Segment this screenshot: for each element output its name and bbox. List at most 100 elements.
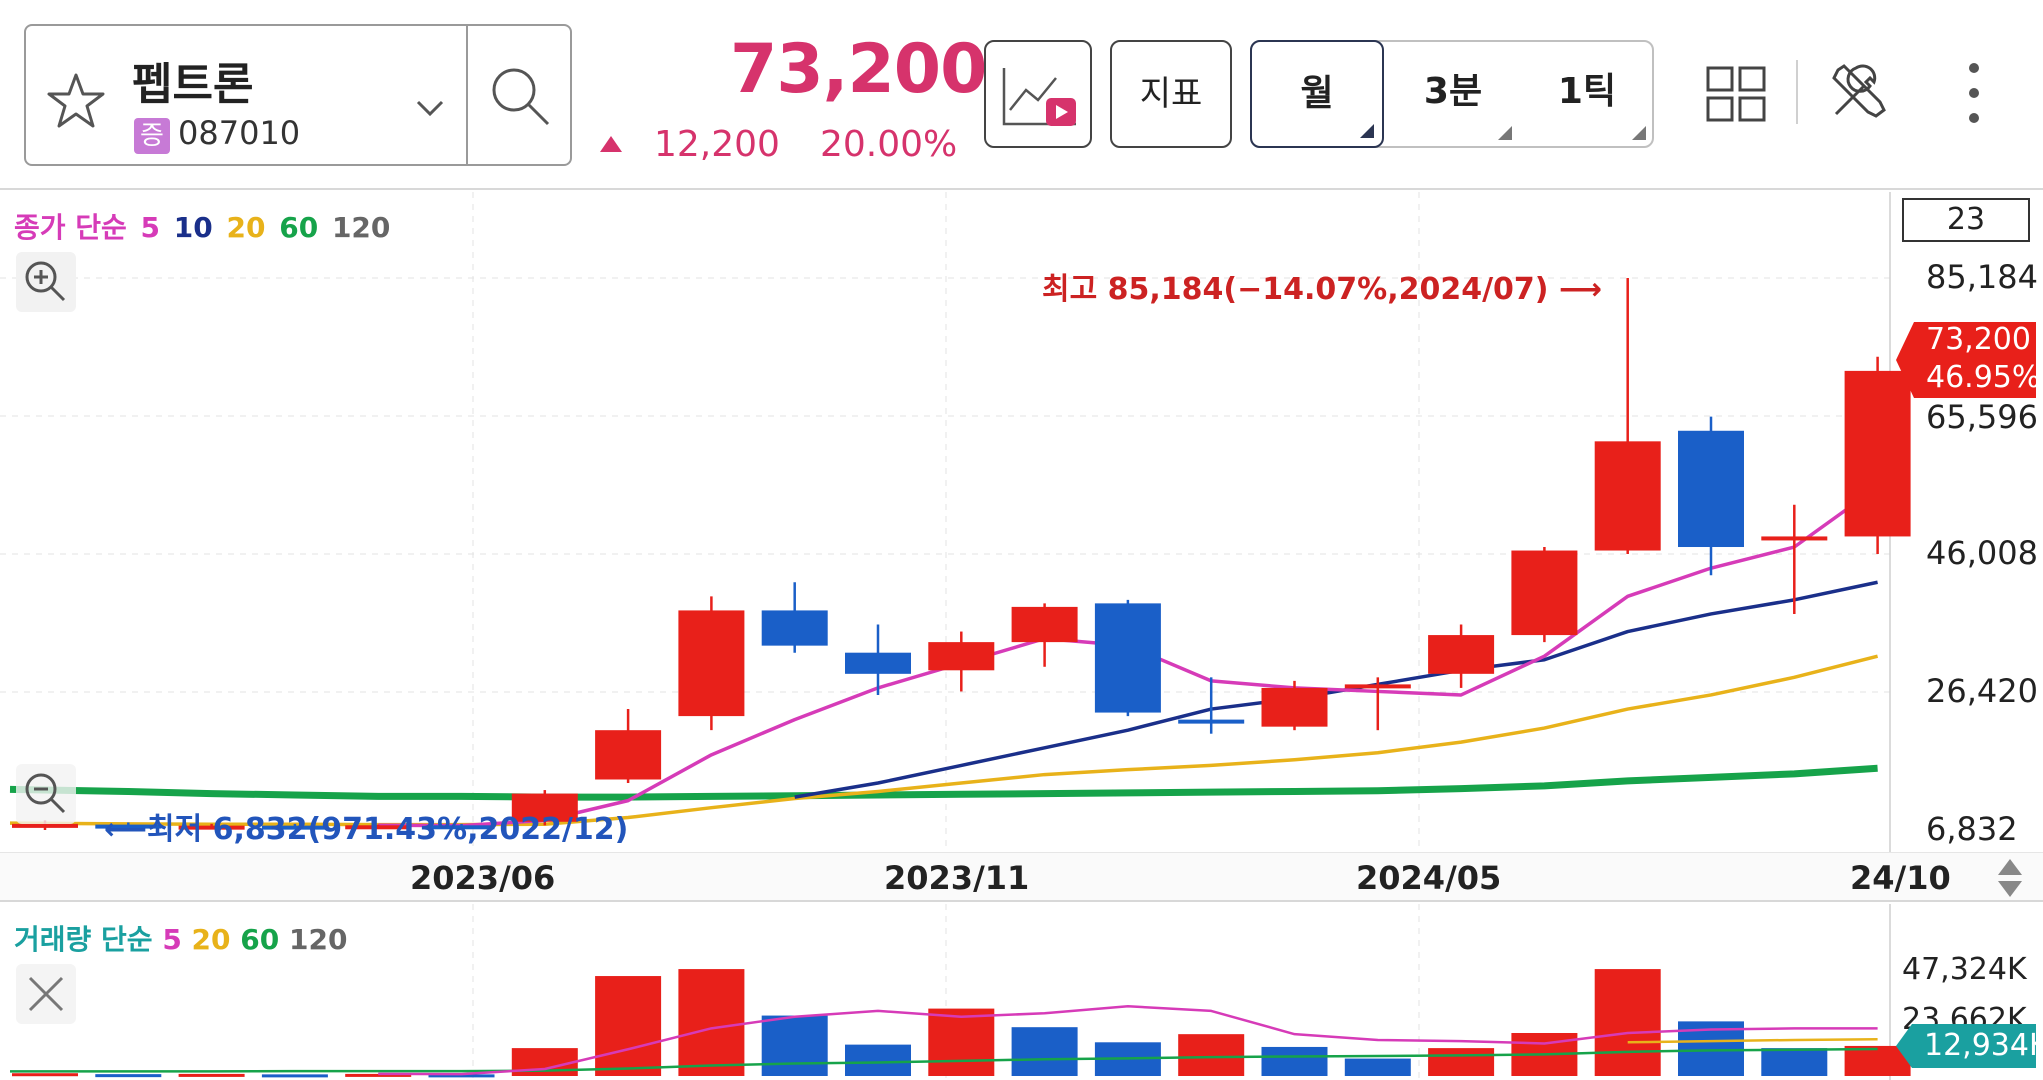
volume-bar xyxy=(928,1008,995,1076)
layout-grid-icon[interactable] xyxy=(1706,66,1766,122)
current-price-tag: 73,200 46.95% xyxy=(1896,322,2040,398)
stock-selector[interactable]: 펩트론 증 087010 xyxy=(24,24,572,166)
x-tick-label: 2024/05 xyxy=(1356,859,1502,897)
zoom-in-button[interactable] xyxy=(16,252,76,312)
market-badge: 증 xyxy=(134,118,170,154)
ma60-line xyxy=(9,764,1878,801)
volume-bar xyxy=(1594,969,1661,1076)
candle-body xyxy=(1178,719,1245,724)
candle-body xyxy=(1261,687,1328,727)
candle-body xyxy=(1761,536,1828,541)
current-price-tag-value: 73,200 xyxy=(1926,322,2031,357)
price-change-pct: 20.00% xyxy=(820,124,958,165)
period-1tick[interactable]: 1틱 xyxy=(1520,40,1654,148)
zoom-in-icon xyxy=(25,261,66,302)
y-tick-label: 65,596 xyxy=(1926,398,2038,436)
volume-bar xyxy=(178,1073,245,1077)
legend-ma20: 20 xyxy=(226,211,266,244)
zoom-out-icon xyxy=(25,773,66,814)
up-arrow-icon xyxy=(600,136,622,152)
legend-title: 종가 단순 xyxy=(14,211,127,244)
candle-body xyxy=(928,642,995,671)
stock-code: 087010 xyxy=(178,114,301,152)
candle-body xyxy=(1844,370,1911,537)
candle-body xyxy=(678,610,745,717)
candle-body xyxy=(428,825,495,830)
price-chart[interactable]: 종가 단순 5 10 20 60 120 23 85,184 65,596 46… xyxy=(0,192,2043,852)
volume-legend: 거래량 단순 5 20 60 120 xyxy=(14,918,347,958)
stock-name: 펩트론 xyxy=(132,59,254,110)
candle-body xyxy=(845,652,911,674)
y-tick-label: 46,008 xyxy=(1926,534,2038,572)
candle-body xyxy=(178,825,245,830)
volume-bar xyxy=(12,1073,78,1077)
x-tick-label: 2023/11 xyxy=(884,859,1030,897)
chart-type-button[interactable] xyxy=(984,40,1092,148)
current-price: 73,200 xyxy=(730,30,987,109)
ma-legend: 종가 단순 5 10 20 60 120 xyxy=(14,206,394,246)
y-tick-label: 85,184 xyxy=(1926,258,2038,296)
candle-count[interactable]: 23 xyxy=(1902,198,2030,242)
period-label: 월 xyxy=(1300,73,1334,114)
tools-icon[interactable] xyxy=(1826,60,1890,124)
star-icon[interactable] xyxy=(46,71,106,131)
toolbar-divider xyxy=(1796,60,1798,124)
corner-triangle-icon xyxy=(1498,126,1512,140)
y-tick-label: 26,420 xyxy=(1926,672,2038,710)
volume-legend-ma5: 5 xyxy=(162,923,182,956)
volume-ma5-line xyxy=(378,1005,1878,1076)
current-volume-tag: 12,934K xyxy=(1896,1024,2043,1068)
volume-bars[interactable] xyxy=(0,904,2043,1080)
candle-body xyxy=(761,610,828,646)
period-label: 1틱 xyxy=(1557,71,1617,112)
chart-video-icon xyxy=(1002,68,1076,126)
period-3min[interactable]: 3분 xyxy=(1386,40,1520,148)
volume-ma60-line xyxy=(10,1047,1878,1073)
candle-body xyxy=(1511,550,1578,636)
volume-bar xyxy=(261,1074,328,1078)
period-monthly[interactable]: 월 xyxy=(1250,40,1384,148)
ma20-line xyxy=(9,654,1879,827)
candle-body xyxy=(95,824,162,829)
more-vertical-icon[interactable] xyxy=(1962,60,1986,126)
indicator-button[interactable]: 지표 xyxy=(1110,40,1232,148)
close-icon[interactable] xyxy=(16,964,76,1024)
volume-legend-ma120: 120 xyxy=(288,923,348,956)
volume-bar xyxy=(1178,1034,1245,1076)
zoom-out-button[interactable] xyxy=(16,764,76,824)
volume-bar xyxy=(761,1015,828,1076)
legend-ma60: 60 xyxy=(279,211,319,244)
candle-body xyxy=(261,825,328,830)
legend-ma120: 120 xyxy=(331,211,391,244)
volume-bar xyxy=(428,1074,495,1078)
volume-legend-ma60: 60 xyxy=(240,923,280,956)
search-button[interactable] xyxy=(466,26,572,164)
volume-chart[interactable]: 거래량 단순 5 20 60 120 47,324K 23,662K 12,93… xyxy=(0,904,2043,1080)
high-annotation: 최고 85,184(−14.07%,2024/07) ⟶ xyxy=(1042,272,1602,307)
x-tick-label: 24/10 xyxy=(1850,859,1951,897)
current-volume-value: 12,934K xyxy=(1924,1028,2043,1063)
search-icon xyxy=(492,68,550,126)
volume-legend-ma20: 20 xyxy=(191,923,231,956)
current-price-tag-pct: 46.95% xyxy=(1926,360,2041,395)
volume-bar xyxy=(1261,1046,1328,1076)
scroll-updown-icon[interactable] xyxy=(1994,857,2026,899)
corner-triangle-icon xyxy=(1360,124,1374,138)
candle-body xyxy=(511,793,578,822)
candle-body xyxy=(345,825,412,830)
y-tick-label: 6,832 xyxy=(1926,810,2018,848)
volume-tag-shape xyxy=(1896,1024,2036,1068)
candle-body xyxy=(1344,684,1411,689)
x-axis: 2023/06 2023/11 2024/05 24/10 xyxy=(0,852,2043,902)
period-label: 3분 xyxy=(1423,71,1483,112)
candle-body xyxy=(1094,603,1161,713)
legend-ma5: 5 xyxy=(140,211,161,244)
volume-legend-title: 거래량 단순 xyxy=(14,923,153,956)
candlestick-chart[interactable] xyxy=(0,192,2043,852)
chevron-down-icon[interactable] xyxy=(410,94,450,124)
volume-ma20-line xyxy=(1627,1038,1878,1044)
top-bar: 펩트론 증 087010 73,200 12,200 20.00% 지표 월 xyxy=(0,0,2043,190)
candle-body xyxy=(12,823,78,828)
candle-body xyxy=(1011,606,1078,643)
volume-bar xyxy=(1011,1027,1078,1076)
